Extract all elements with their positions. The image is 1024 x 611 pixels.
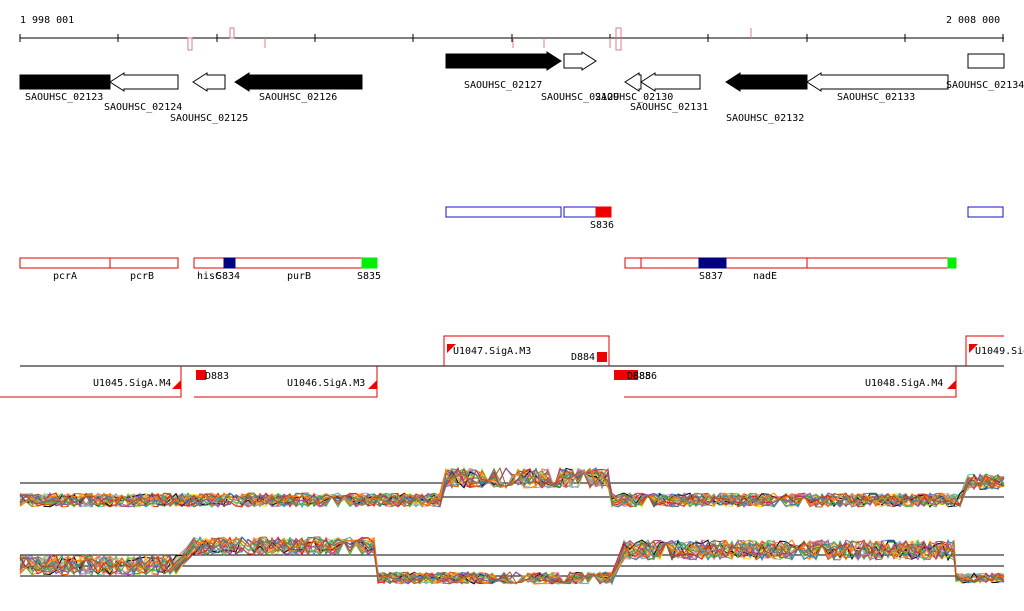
feature-box[interactable]: [806, 257, 949, 269]
transcript-label: U1049.SigA.M4: [975, 346, 1024, 357]
gene-track: [19, 51, 1005, 92]
feature-label: S835: [357, 271, 381, 282]
gene-label: SAOUHSC_02131: [630, 102, 708, 113]
transcript-label: S886: [633, 371, 657, 382]
feature-box[interactable]: [698, 257, 727, 269]
expression-line: [19, 466, 1005, 508]
gene-label: SAOUHSC_02132: [726, 113, 804, 124]
lower-feature-track: pcrA pcrB hisC S834 purB S835 S837 nadE: [19, 257, 957, 282]
gene-arrow[interactable]: [563, 51, 597, 71]
gene-label: SAOUHSC_02127: [464, 80, 542, 91]
feature-label: nadE: [753, 271, 777, 282]
transcript-bracket[interactable]: [965, 335, 1004, 366]
gene-arrow[interactable]: [445, 51, 562, 71]
gene-arrow[interactable]: [109, 72, 179, 92]
feature-box[interactable]: [109, 257, 179, 269]
gene-arrow[interactable]: [640, 72, 701, 92]
ruler-site-marks: [187, 27, 752, 51]
gene-arrow[interactable]: [624, 72, 642, 92]
gene-label: SAOUHSC_02124: [104, 102, 182, 113]
transcript-bracket[interactable]: [624, 366, 957, 398]
transcript-bracket[interactable]: [443, 335, 610, 366]
transcript-label: U1048.SigA.M4: [865, 378, 943, 389]
transcript-label: D885: [627, 371, 651, 382]
feature-box[interactable]: [563, 206, 597, 218]
feature-box[interactable]: [595, 206, 612, 218]
transcript-bracket[interactable]: [194, 366, 378, 398]
feature-box[interactable]: [223, 257, 236, 269]
gene-arrow[interactable]: [806, 72, 949, 92]
gene-labels: SAOUHSC_02123 SAOUHSC_02124 SAOUHSC_0212…: [25, 80, 1024, 124]
gene-arrow[interactable]: [192, 72, 226, 92]
transcript-label: U1047.SigA.M3: [453, 346, 531, 357]
gene-label: SAOUHSC_02134: [946, 80, 1024, 91]
gene-arrow[interactable]: [967, 53, 1005, 69]
feature-label: S837: [699, 271, 723, 282]
upper-feature-track: S836: [445, 206, 1004, 231]
expression-profile-reverse: [19, 536, 1005, 586]
feature-box[interactable]: [445, 206, 562, 218]
transcript-label: D884: [571, 352, 595, 363]
transcript-bracket[interactable]: [0, 366, 182, 398]
feature-label: purB: [287, 271, 311, 282]
ruler-start-label: 1 998 001: [20, 15, 74, 26]
feature-box[interactable]: [947, 257, 957, 269]
gene-arrow[interactable]: [725, 72, 808, 92]
gene-label: SAOUHSC_02123: [25, 92, 103, 103]
feature-label: S834: [216, 271, 240, 282]
transcript-track: U1045.SigA.M4 D883 U1046.SigA.M3 U1047.S…: [0, 335, 1024, 398]
gene-arrow[interactable]: [234, 72, 363, 92]
expression-line: [19, 536, 1005, 585]
gene-label: SAOUHSC_02126: [259, 92, 337, 103]
transcript-label: U1046.SigA.M3: [287, 378, 365, 389]
gene-label: SAOUHSC_02130: [595, 92, 673, 103]
feature-box[interactable]: [361, 257, 378, 269]
feature-label: pcrB: [130, 271, 154, 282]
feature-label: hisC: [197, 271, 221, 282]
gene-label: SAOUHSC_02129: [541, 92, 619, 103]
transcript-label: U1045.SigA.M4: [93, 378, 171, 389]
coordinate-ruler: 1 998 001 2 008 000: [19, 15, 1004, 51]
transcript-marker[interactable]: [597, 352, 607, 362]
gene-label: SAOUHSC_02125: [170, 113, 248, 124]
transcript-label: D883: [205, 371, 229, 382]
feature-box[interactable]: [19, 257, 111, 269]
gene-arrow[interactable]: [19, 74, 111, 90]
feature-label: S836: [590, 220, 614, 231]
feature-box[interactable]: [967, 206, 1004, 218]
feature-label: pcrA: [53, 271, 77, 282]
expression-profile-forward: [19, 466, 1005, 509]
transcript-marker[interactable]: [196, 370, 206, 380]
feature-box[interactable]: [193, 257, 378, 269]
transcript-marker[interactable]: [614, 370, 638, 380]
gene-label: SAOUHSC_02133: [837, 92, 915, 103]
ruler-end-label: 2 008 000: [946, 15, 1000, 26]
feature-box[interactable]: [624, 257, 642, 269]
